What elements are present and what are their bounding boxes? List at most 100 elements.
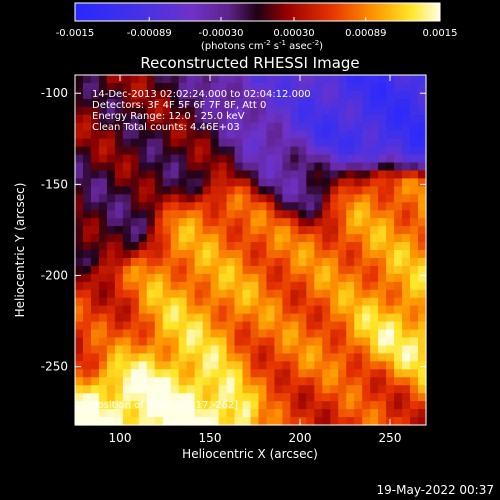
heatmap-cell: [362, 305, 371, 315]
heatmap-cell: [194, 281, 204, 291]
heatmap-cell: [290, 250, 299, 259]
heatmap-cell: [266, 401, 276, 410]
heatmap-cell: [82, 210, 92, 219]
heatmap-cell: [394, 250, 403, 259]
heatmap-cell: [162, 257, 172, 267]
heatmap-cell: [322, 138, 331, 148]
heatmap-cell: [354, 297, 363, 307]
heatmap-cell: [234, 202, 244, 211]
heatmap-cell: [154, 154, 164, 164]
heatmap-cell: [362, 75, 371, 84]
heatmap-cell: [378, 297, 387, 307]
heatmap-cell: [258, 122, 268, 132]
heatmap-cell: [346, 385, 355, 394]
heatmap-cell: [354, 154, 363, 164]
heatmap-cell: [314, 393, 323, 402]
heatmap-cell: [402, 82, 411, 92]
heatmap-cell: [362, 257, 371, 267]
heatmap-cell: [90, 226, 100, 235]
heatmap-cell: [130, 122, 140, 132]
heatmap-cell: [346, 337, 355, 347]
heatmap-cell: [362, 369, 371, 378]
heatmap-cell: [98, 297, 108, 307]
heatmap-cell: [314, 321, 323, 331]
heatmap-cell: [75, 250, 84, 259]
heatmap-cell: [258, 98, 268, 108]
heatmap-cell: [186, 202, 196, 211]
heatmap-cell: [130, 106, 140, 116]
heatmap-cell: [418, 98, 427, 108]
heatmap-cell: [282, 401, 291, 410]
heatmap-cell: [378, 218, 387, 227]
heatmap-cell: [410, 409, 419, 418]
heatmap-cell: [98, 106, 108, 116]
heatmap-cell: [314, 130, 323, 140]
heatmap-cell: [282, 218, 291, 227]
heatmap-cell: [82, 90, 92, 100]
heatmap-cell: [290, 242, 299, 251]
heatmap-cell: [330, 401, 339, 410]
heatmap-cell: [354, 377, 363, 386]
heatmap-cell: [258, 202, 268, 211]
heatmap-cell: [178, 170, 188, 179]
heatmap-cell: [274, 321, 284, 331]
heatmap-cell: [210, 210, 220, 219]
heatmap-cell: [354, 401, 363, 410]
heatmap-cell: [218, 385, 228, 394]
heatmap-cell: [346, 393, 355, 402]
heatmap-cell: [75, 138, 84, 148]
heatmap-cell: [202, 194, 212, 203]
heatmap-cell: [194, 154, 204, 164]
heatmap-cell: [346, 202, 355, 211]
heatmap-cell: [202, 369, 212, 378]
heatmap-cell: [394, 409, 403, 418]
heatmap-cell: [202, 417, 212, 426]
heatmap-cell: [98, 146, 108, 156]
y-tick-label: -250: [41, 360, 68, 374]
heatmap-cell: [98, 345, 108, 354]
heatmap-cell: [378, 122, 387, 132]
heatmap-cell: [202, 353, 212, 362]
heatmap-cell: [242, 242, 252, 251]
heatmap-cell: [314, 226, 323, 235]
heatmap-cell: [338, 242, 347, 251]
heatmap-cell: [90, 385, 100, 394]
heatmap-cell: [242, 393, 252, 402]
heatmap-cell: [338, 265, 347, 275]
heatmap-cell: [298, 297, 307, 307]
heatmap-cell: [330, 234, 339, 243]
heatmap-cell: [322, 321, 331, 331]
heatmap-cell: [282, 114, 291, 124]
heatmap-cell: [418, 281, 427, 291]
heatmap-cell: [210, 130, 220, 140]
heatmap-cell: [130, 242, 140, 251]
heatmap-cell: [130, 313, 140, 323]
heatmap-cell: [386, 329, 395, 339]
heatmap-cell: [378, 82, 387, 92]
heatmap-cell: [114, 226, 124, 235]
heatmap-cell: [130, 297, 140, 307]
heatmap-cell: [386, 186, 395, 195]
heatmap-cell: [394, 138, 403, 148]
heatmap-cell: [90, 218, 100, 227]
heatmap-cell: [338, 194, 347, 203]
heatmap-cell: [242, 265, 252, 275]
heatmap-cell: [122, 114, 132, 124]
heatmap-cell: [130, 393, 140, 402]
heatmap-cell: [194, 114, 204, 124]
heatmap-cell: [394, 170, 403, 179]
heatmap-cell: [162, 369, 172, 378]
heatmap-cell: [234, 130, 244, 140]
heatmap-cell: [154, 98, 164, 108]
heatmap-cell: [298, 321, 307, 331]
heatmap-cell: [138, 202, 148, 211]
heatmap-cell: [82, 162, 92, 172]
heatmap-cell: [314, 162, 323, 172]
heatmap-cell: [250, 385, 260, 394]
heatmap-cell: [362, 130, 371, 140]
heatmap-cell: [218, 273, 228, 283]
heatmap-cell: [338, 369, 347, 378]
heatmap-cell: [202, 401, 212, 410]
heatmap-cell: [186, 130, 196, 140]
heatmap-cell: [418, 361, 427, 370]
